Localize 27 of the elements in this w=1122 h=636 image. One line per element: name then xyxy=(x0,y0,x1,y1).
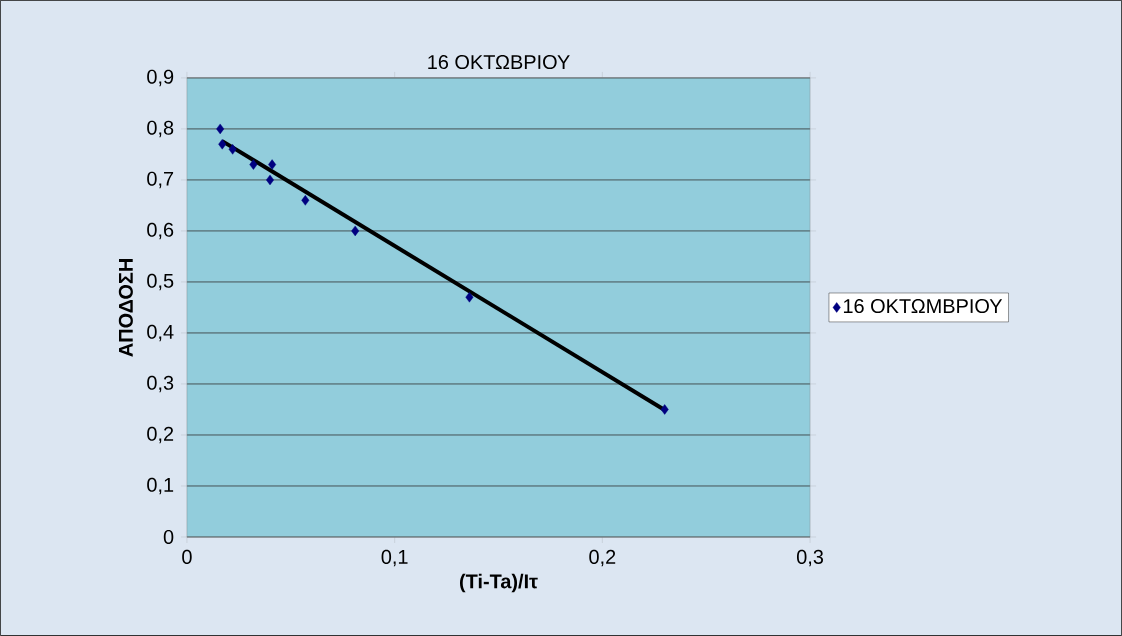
y-axis-title: ΑΠΟΔΟΣΗ xyxy=(118,259,133,357)
y-tick-label: 0,6 xyxy=(147,222,174,240)
y-tick-label: 0,1 xyxy=(147,477,174,495)
y-tick-label: 0,9 xyxy=(147,69,174,87)
point xyxy=(218,139,227,150)
y-tick-label: 0,5 xyxy=(147,273,174,291)
point xyxy=(660,404,669,415)
x-tick-label: 0,3 xyxy=(796,549,824,567)
x-tick-label: 0 xyxy=(182,549,192,564)
y-tick-label: 0,8 xyxy=(147,120,174,138)
y-tick-label: 0,2 xyxy=(147,426,174,444)
point xyxy=(301,195,310,206)
y-tick-label: 0,7 xyxy=(147,171,174,189)
point xyxy=(268,159,277,170)
point xyxy=(465,292,474,303)
y-tick-label: 0,3 xyxy=(147,375,174,393)
point xyxy=(216,123,225,135)
x-axis-title: (Ti-Ta)/Iτ xyxy=(459,573,538,593)
x-tick-label: 0,2 xyxy=(589,549,616,567)
legend-label: 16 ΟΚΤΩΜΒΡΙΟΥ xyxy=(843,299,1003,314)
point xyxy=(351,225,360,237)
y-tick-label: 0 xyxy=(163,529,174,545)
y-tick-label: 0,4 xyxy=(147,324,174,342)
x-tick-label: 0,1 xyxy=(381,549,408,567)
point xyxy=(249,159,258,170)
point xyxy=(228,144,237,155)
chart-title: 16 ΟΚΤΩΒΡΙΟΥ xyxy=(428,55,570,70)
